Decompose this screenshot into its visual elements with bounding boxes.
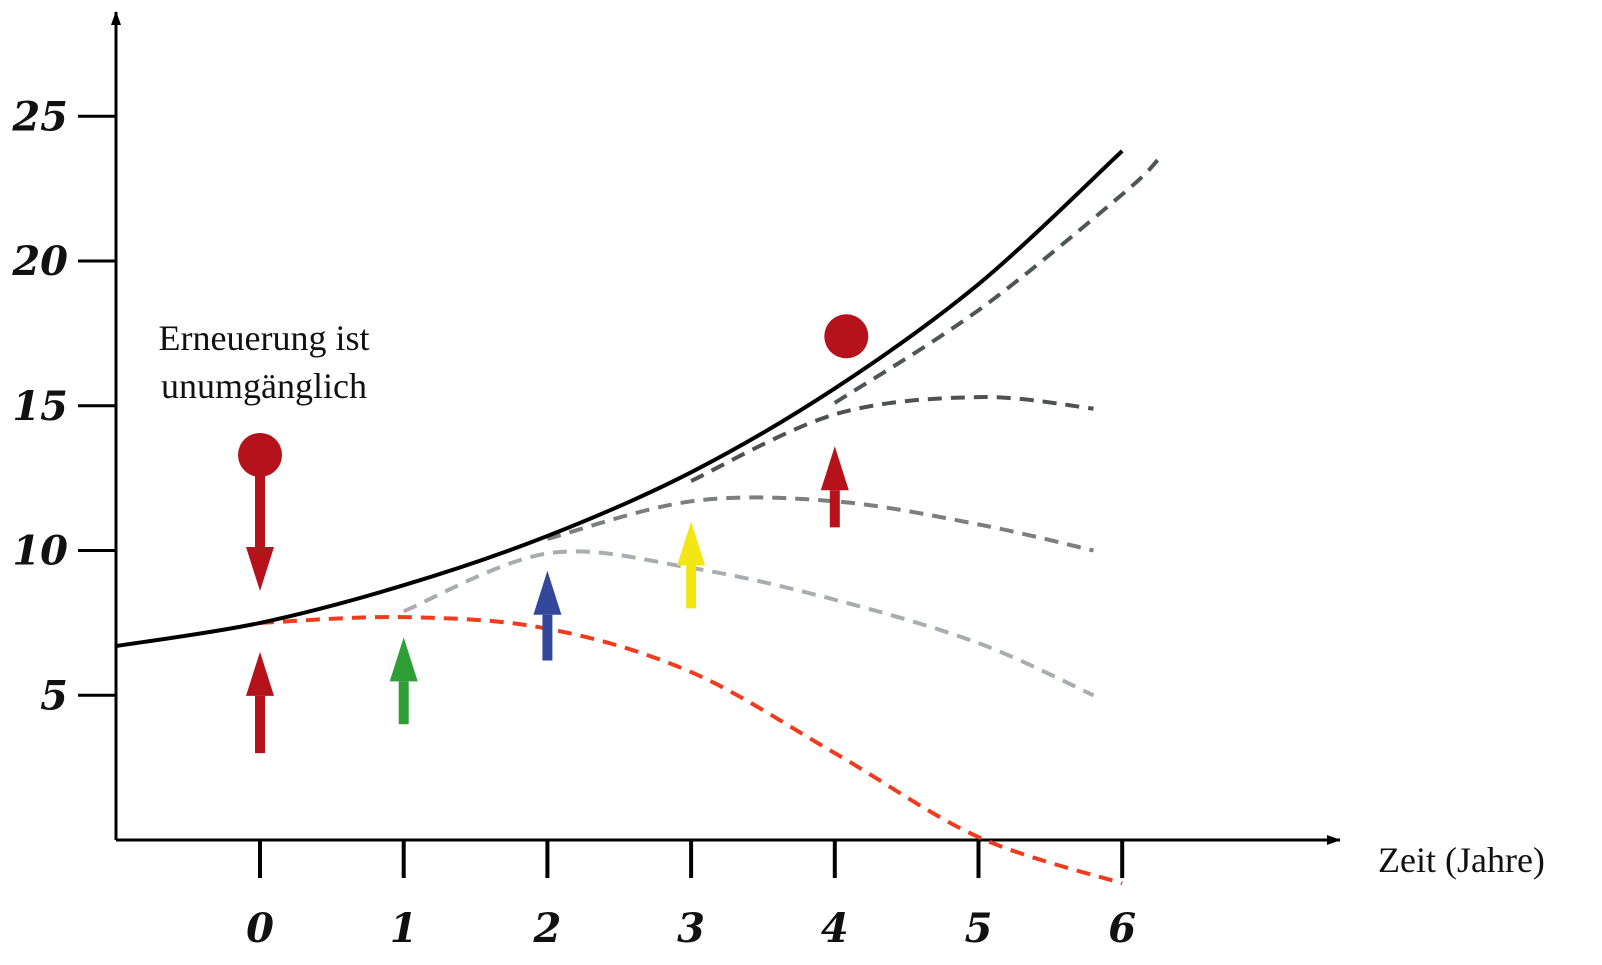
arrow-head xyxy=(389,637,418,682)
marker-dot xyxy=(824,314,869,359)
y-tick-label: 25 xyxy=(11,93,68,140)
series-line-branch_mid xyxy=(546,495,1094,553)
x-tick-label: 5 xyxy=(965,905,993,952)
arrow-head xyxy=(820,446,849,491)
annotation-line-2: unumgänglich xyxy=(161,366,367,406)
series-line-branch_darkest xyxy=(833,158,1160,405)
annotation-line-1: Erneuerung ist xyxy=(159,318,370,358)
arrow-head xyxy=(677,521,706,566)
series-line-decline xyxy=(259,614,1123,886)
x-tick-label: 4 xyxy=(821,905,849,952)
x-tick-label: 2 xyxy=(532,905,561,952)
marker-dot xyxy=(238,432,282,477)
y-tick-label: 5 xyxy=(40,672,68,719)
arrow-head xyxy=(246,651,274,696)
x-tick-label: 1 xyxy=(390,905,418,952)
series-line-main xyxy=(115,149,1124,648)
arrow-head xyxy=(246,547,274,592)
y-tick-label: 10 xyxy=(12,528,68,575)
x-tick-label: 6 xyxy=(1108,905,1136,952)
series-line-branch_light xyxy=(402,549,1095,698)
x-axis-label: Zeit (Jahre) xyxy=(1378,840,1545,880)
arrow-head xyxy=(533,570,562,615)
x-tick-label: 0 xyxy=(246,905,274,952)
x-tick-label: 3 xyxy=(677,905,705,952)
y-tick-label: 15 xyxy=(12,383,68,430)
y-tick-label: 20 xyxy=(11,238,68,285)
